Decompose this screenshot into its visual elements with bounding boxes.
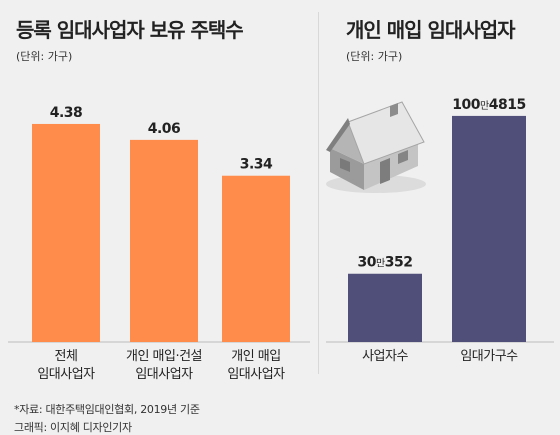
bar [130,139,198,342]
source-note: *자료: 대한주택임대인협회, 2019년 기준 [14,403,200,416]
panel-divider [318,12,319,374]
unit-label: (단위: 가구) [346,50,403,63]
category-label: 개인 매입 [231,349,280,364]
bar [452,115,526,342]
category-label: 임대사업자 [227,367,285,382]
category-label: 임대사업자 [135,367,193,382]
right-chart-panel: 개인 매입 임대사업자 (단위: 가구) 30만352 사업자수 100만4815 임… [322,0,560,394]
house-icon [326,101,426,193]
category-label: 전체 [55,349,78,364]
data-label: 4.06 [148,121,181,137]
bar [222,175,290,342]
chart-title: 개인 매입 임대사업자 [346,18,516,42]
category-label: 임대사업자 [37,367,95,382]
unit-label: (단위: 가구) [16,50,73,63]
graphic-credit: 그래픽: 이지혜 디자인기자 [14,421,132,434]
data-label: 3.34 [240,157,273,173]
data-label: 100만4815 [452,97,525,113]
category-label: 임대가구수 [460,349,518,364]
data-label: 4.38 [50,105,83,121]
right-bar-chart: 30만352 사업자수 100만4815 임대가구수 [326,97,554,364]
bar [348,273,422,342]
chart-title: 등록 임대사업자 보유 주택수 [16,18,244,42]
data-label: 30만352 [358,255,413,271]
bar [32,123,100,342]
category-label: 사업자수 [362,349,408,364]
category-label: 개인 매입·건설 [126,349,202,364]
